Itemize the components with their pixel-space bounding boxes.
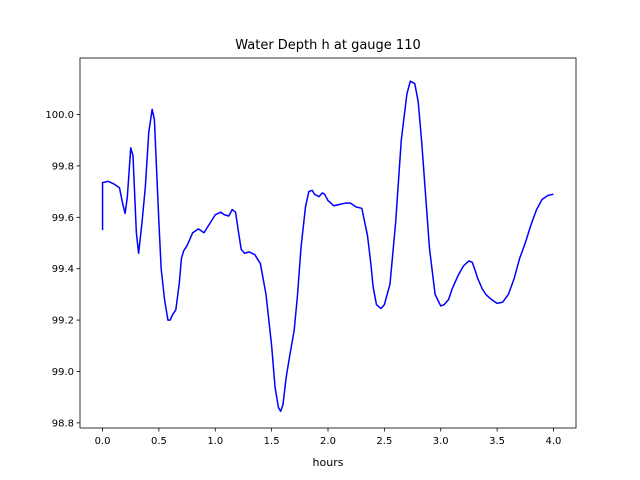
x-tick-label: 0.5: [151, 436, 167, 447]
y-tick-label: 99.6: [52, 213, 74, 224]
x-tick-label: 2.0: [320, 436, 336, 447]
y-tick-label: 99.2: [52, 316, 74, 327]
x-axis-label: hours: [313, 456, 344, 469]
y-tick-label: 98.8: [52, 418, 74, 429]
x-tick-label: 1.5: [264, 436, 280, 447]
y-tick-label: 99.8: [52, 161, 74, 172]
x-tick-label: 4.0: [546, 436, 562, 447]
plot-area: 0.0 0.5 1.0 1.5 2.0 2.5 3.0 3.5 4.0 98.8 99.0 99.2 9…: [45, 57, 577, 447]
x-tick-label: 2.5: [376, 436, 392, 447]
x-tick-label: 0.0: [95, 436, 111, 447]
x-tick-label: 3.0: [433, 436, 449, 447]
y-tick-label: 100.0: [45, 110, 74, 121]
plot-frame: [79, 57, 577, 429]
y-tick-label: 99.4: [52, 264, 74, 275]
y-tick-label: 99.0: [52, 367, 74, 378]
series-line-0: [101, 80, 554, 413]
x-tick-label: 1.0: [207, 436, 223, 447]
x-tick-label: 3.5: [489, 436, 505, 447]
chart-title: Water Depth h at gauge 110: [235, 38, 421, 53]
